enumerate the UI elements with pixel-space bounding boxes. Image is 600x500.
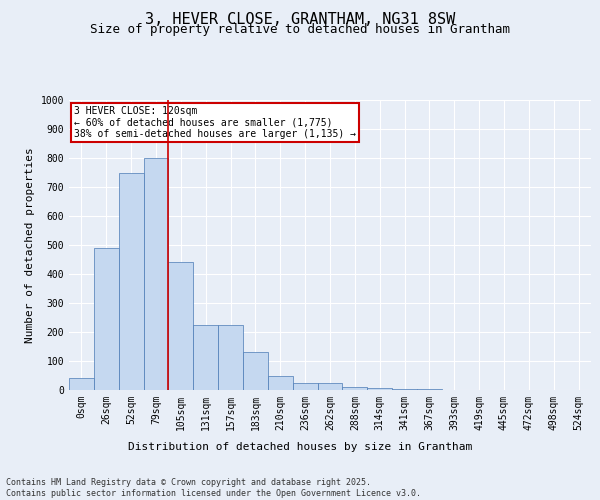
Y-axis label: Number of detached properties: Number of detached properties	[25, 147, 35, 343]
Text: 3, HEVER CLOSE, GRANTHAM, NG31 8SW: 3, HEVER CLOSE, GRANTHAM, NG31 8SW	[145, 12, 455, 28]
Bar	[343, 386, 367, 390]
Bar	[243, 352, 268, 390]
Bar	[293, 383, 317, 390]
Bar	[317, 383, 343, 390]
Bar	[193, 325, 218, 390]
Bar	[69, 378, 94, 390]
Text: Distribution of detached houses by size in Grantham: Distribution of detached houses by size …	[128, 442, 472, 452]
Bar	[367, 388, 392, 390]
Bar	[143, 158, 169, 390]
Bar	[417, 389, 442, 390]
Bar	[268, 376, 293, 390]
Bar	[392, 388, 417, 390]
Text: Size of property relative to detached houses in Grantham: Size of property relative to detached ho…	[90, 22, 510, 36]
Bar	[218, 325, 243, 390]
Text: 3 HEVER CLOSE: 120sqm
← 60% of detached houses are smaller (1,775)
38% of semi-d: 3 HEVER CLOSE: 120sqm ← 60% of detached …	[74, 106, 356, 139]
Bar	[119, 172, 143, 390]
Bar	[94, 248, 119, 390]
Text: Contains HM Land Registry data © Crown copyright and database right 2025.
Contai: Contains HM Land Registry data © Crown c…	[6, 478, 421, 498]
Bar	[169, 262, 193, 390]
